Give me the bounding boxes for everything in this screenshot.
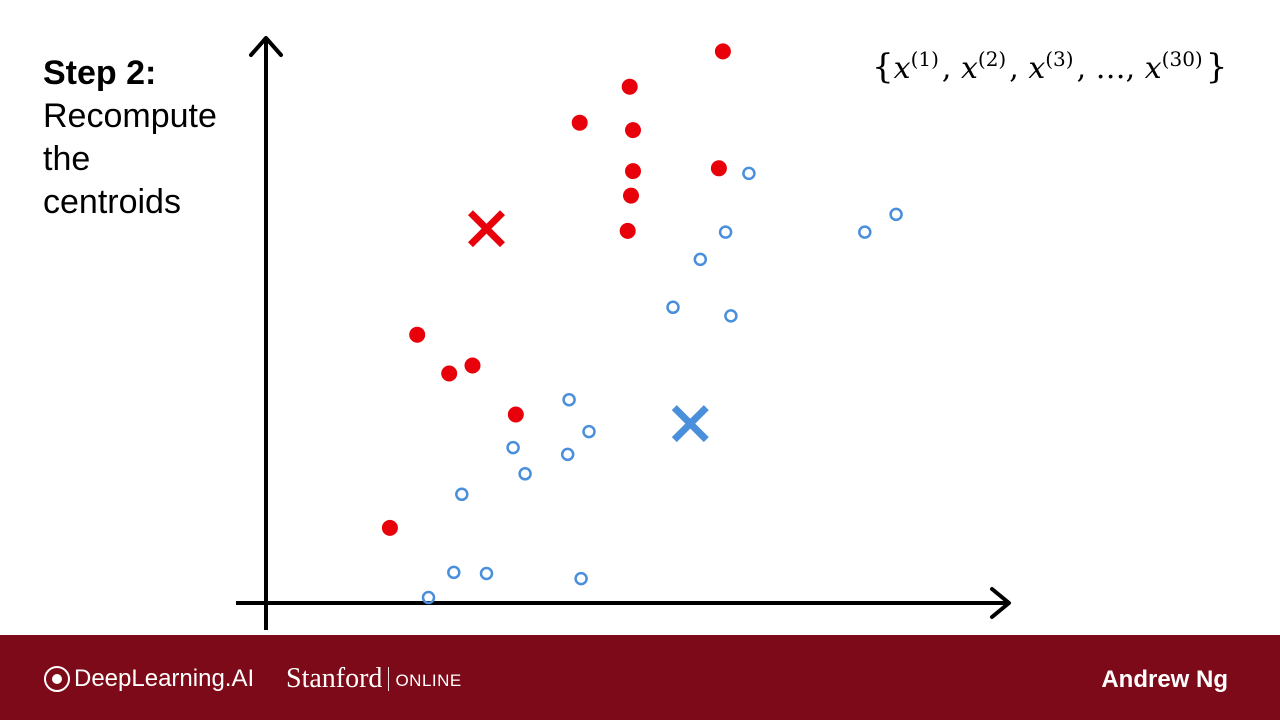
blue-data-point-15 <box>479 566 494 581</box>
red-data-point-7 <box>623 187 639 204</box>
annotation-comma: , <box>942 51 961 86</box>
annotation-comma: , <box>1126 51 1145 86</box>
stanford-divider <box>388 667 390 691</box>
blue-data-point-2 <box>718 225 733 239</box>
stanford-wordmark: Stanford <box>286 663 383 694</box>
step-line-2: the <box>43 140 91 178</box>
blue-data-point-17 <box>421 590 436 605</box>
blue-data-point-14 <box>447 565 461 580</box>
step-heading: Step 2: Recompute the centroids <box>43 52 217 224</box>
y-axis-arrowhead <box>249 36 283 57</box>
red-data-point-4 <box>625 122 641 139</box>
blue-data-point-4 <box>889 207 903 222</box>
red-data-point-13 <box>381 519 398 536</box>
blue-data-point-11 <box>560 447 575 462</box>
blue-data-point-13 <box>455 487 469 502</box>
annotation-comma: , <box>1077 51 1096 86</box>
red-data-point-10 <box>441 365 458 382</box>
blue-data-point-8 <box>562 392 576 407</box>
blue-data-point-10 <box>506 440 520 455</box>
kmeans-scatter-plot: {x(1) , x(2) , x(3) , …, x(30) } <box>236 36 1227 630</box>
annotation-term-3: x <box>1028 51 1045 86</box>
blue-data-point-9 <box>582 424 596 439</box>
red-data-point-5 <box>710 160 727 177</box>
data-points <box>381 43 903 605</box>
axes <box>236 36 1011 630</box>
annotation-close-brace: } <box>1206 47 1228 87</box>
annotation-superscript-2: (2) <box>978 47 1006 71</box>
red-data-point-2 <box>621 78 638 95</box>
annotation-superscript-5: (30) <box>1162 47 1203 71</box>
annotation-superscript-1: (1) <box>911 47 939 71</box>
annotation-comma: , <box>1009 51 1028 86</box>
red-data-point-3 <box>571 114 588 131</box>
annotation-term-4: … <box>1096 51 1126 86</box>
red-data-point-1 <box>714 43 731 60</box>
stanford-online-logo: Stanford ONLINE <box>286 663 462 695</box>
annotation-term-2: x <box>961 51 978 86</box>
step-line-3: centroids <box>43 183 181 221</box>
red-data-point-11 <box>464 357 481 374</box>
deeplearning-logo: DeepLearning.AI <box>44 665 254 693</box>
centroid-markers <box>468 210 709 443</box>
dataset-annotation: {x(1) , x(2) , x(3) , …, x(30) } <box>872 47 1227 87</box>
footer-bar: DeepLearning.AI Stanford ONLINE Andrew N… <box>0 635 1280 720</box>
red-data-point-9 <box>409 326 426 343</box>
red-data-point-6 <box>625 163 641 180</box>
red-data-point-8 <box>619 222 636 239</box>
blue-data-point-6 <box>666 300 680 315</box>
deeplearning-logo-text: DeepLearning.AI <box>74 665 255 692</box>
annotation-term-5: x <box>1145 51 1162 86</box>
blue-data-point-3 <box>858 225 872 239</box>
red-centroid-x-marker <box>468 210 505 248</box>
stanford-online-label: ONLINE <box>395 671 462 690</box>
annotation-term-1: x <box>894 51 911 86</box>
x-axis-arrowhead <box>990 587 1011 619</box>
blue-data-point-16 <box>574 571 588 586</box>
red-data-point-12 <box>507 406 524 423</box>
step-line-1: Recompute <box>43 97 217 135</box>
annotation-superscript-3: (3) <box>1045 47 1073 71</box>
annotation-open-brace: { <box>872 47 894 87</box>
centroid-stroke <box>671 405 709 443</box>
presenter-name: Andrew Ng <box>1101 666 1228 693</box>
blue-data-point-5 <box>693 252 708 267</box>
deeplearning-logo-icon <box>44 666 70 692</box>
blue-centroid-x-marker <box>671 405 709 443</box>
blue-data-point-12 <box>518 467 532 481</box>
step-title: Step 2: <box>43 54 157 92</box>
blue-data-point-1 <box>742 166 756 181</box>
centroid-stroke <box>468 210 505 248</box>
blue-data-point-7 <box>724 309 738 323</box>
